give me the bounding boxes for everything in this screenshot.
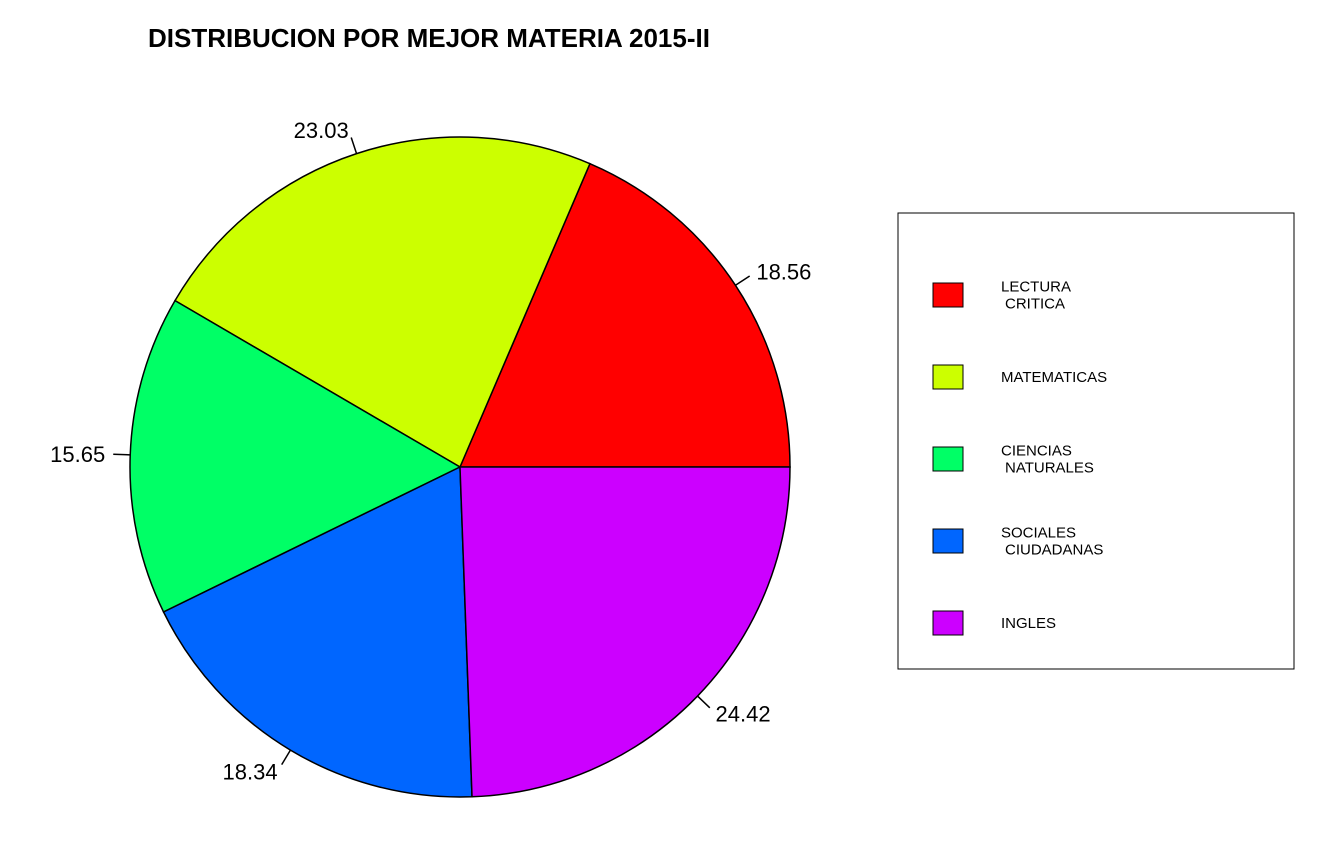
value-tick-ciencias-naturales bbox=[113, 453, 131, 456]
pie-slices bbox=[129, 136, 791, 798]
value-tick-matematicas bbox=[350, 137, 358, 154]
value-label-ingles: 24.42 bbox=[716, 701, 771, 726]
value-labels: 18.56 23.03 15.65 18.34 24.42 bbox=[50, 118, 811, 785]
legend-swatch-matematicas bbox=[932, 364, 964, 390]
legend-box bbox=[897, 212, 1295, 670]
slice-sociales-ciudadanas bbox=[162, 465, 473, 798]
value-label-ciencias-naturales: 15.65 bbox=[50, 442, 105, 467]
chart-title: DISTRIBUCION POR MEJOR MATERIA 2015-II bbox=[148, 23, 710, 53]
legend-label-ingles: INGLES bbox=[1001, 615, 1056, 632]
value-tick-lectura-critica bbox=[735, 275, 751, 286]
legend-swatch-sociales-ciudadanas bbox=[932, 528, 964, 554]
legend-swatch-ciencias-naturales bbox=[932, 446, 964, 472]
value-label-sociales-ciudadanas: 18.34 bbox=[223, 760, 278, 785]
slice-ingles bbox=[459, 466, 791, 798]
legend-swatch-lectura-critica bbox=[932, 282, 964, 308]
legend-swatch-ingles bbox=[932, 610, 964, 636]
value-tick-ingles bbox=[697, 695, 711, 709]
value-tick-sociales-ciudadanas bbox=[281, 749, 292, 766]
legend-label-matematicas: MATEMATICAS bbox=[1001, 369, 1107, 386]
slice-ciencias-naturales bbox=[129, 299, 462, 613]
legend-label-sociales-ciudadanas: SOCIALES CIUDADANAS bbox=[1001, 525, 1103, 559]
value-label-lectura-critica: 18.56 bbox=[756, 260, 811, 285]
value-label-matematicas: 23.03 bbox=[294, 118, 349, 143]
legend-label-lectura-critica: LECTURA CRITICA bbox=[1001, 279, 1071, 313]
legend: LECTURA CRITICA MATEMATICAS CIENCIAS NATURAL… bbox=[932, 279, 1107, 636]
legend-label-ciencias-naturales: CIENCIAS NATURALES bbox=[1001, 443, 1094, 477]
